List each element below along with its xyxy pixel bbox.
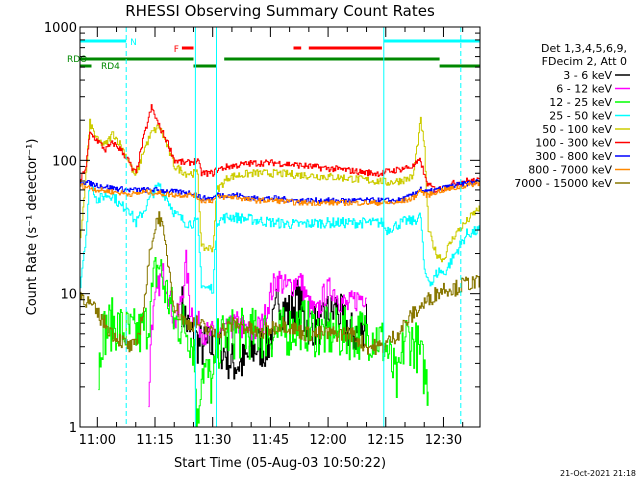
flag-rd4-label: RD4	[101, 62, 120, 72]
series-5-path	[80, 104, 481, 193]
series-3-line	[80, 182, 481, 294]
status-flags: N F RDO RD4	[67, 38, 480, 72]
y-tick-label-1: 10	[60, 288, 77, 303]
legend-header-line-0: Det 1,3,4,5,6,9,	[541, 42, 627, 55]
x-tick-label-1: 11:15	[136, 433, 173, 448]
flag-n-label: N	[130, 38, 137, 48]
x-tick-label-5: 12:15	[367, 433, 404, 448]
x-tick-label-2: 11:30	[194, 433, 231, 448]
series-7-line	[80, 181, 481, 206]
series-4-path	[80, 116, 481, 263]
series-8-path	[80, 211, 481, 355]
x-tick-label-0: 11:00	[79, 433, 116, 448]
series-3-path	[80, 182, 481, 294]
x-tick-label-3: 11:45	[252, 433, 289, 448]
flag-rdo-label: RDO	[67, 55, 87, 65]
series-7-path	[80, 181, 481, 206]
footer-timestamp: 21-Oct-2021 21:18	[560, 469, 636, 478]
legend-label-7: 800 - 7000 keV	[528, 164, 612, 177]
x-tick-label-6: 12:30	[425, 433, 462, 448]
y-tick-label-3: 1000	[44, 21, 77, 36]
flag-f-label: F	[174, 45, 179, 55]
series-lines	[80, 104, 481, 428]
legend-label-4: 50 - 100 keV	[542, 123, 612, 136]
x-axis-label: Start Time (05-Aug-03 10:50:22)	[174, 456, 386, 471]
legend-label-1: 6 - 12 keV	[556, 83, 612, 96]
series-8-line	[80, 211, 481, 355]
legend-label-2: 12 - 25 keV	[549, 96, 612, 109]
y-axis-label: Count Rate (s⁻¹ detector⁻¹)	[25, 139, 40, 316]
x-tick-label-4: 12:00	[309, 433, 346, 448]
y-tick-label-2: 100	[52, 154, 77, 169]
series-4-line	[80, 116, 481, 263]
axes: 11:00 11:15 11:30 11:45 12:00 12:15 12:30 1 10 10…	[44, 21, 480, 448]
legend-label-5: 100 - 300 keV	[535, 137, 612, 150]
legend-label-3: 25 - 50 keV	[549, 110, 612, 123]
legend: Det 1,3,4,5,6,9,FDecim 2, Att 03 - 6 keV…	[514, 42, 630, 190]
plot-frame	[79, 26, 481, 428]
chart-title: RHESSI Observing Summary Count Rates	[125, 2, 435, 20]
y-tick-label-0: 1	[69, 421, 77, 436]
legend-header-line-1: FDecim 2, Att 0	[542, 55, 627, 68]
series-1-path	[148, 249, 367, 408]
legend-label-8: 7000 - 15000 keV	[514, 177, 612, 190]
legend-label-6: 300 - 800 keV	[535, 150, 612, 163]
vertical-markers	[125, 27, 462, 427]
series-1-line	[148, 249, 367, 408]
series-5-line	[80, 104, 481, 193]
legend-label-0: 3 - 6 keV	[563, 69, 612, 82]
